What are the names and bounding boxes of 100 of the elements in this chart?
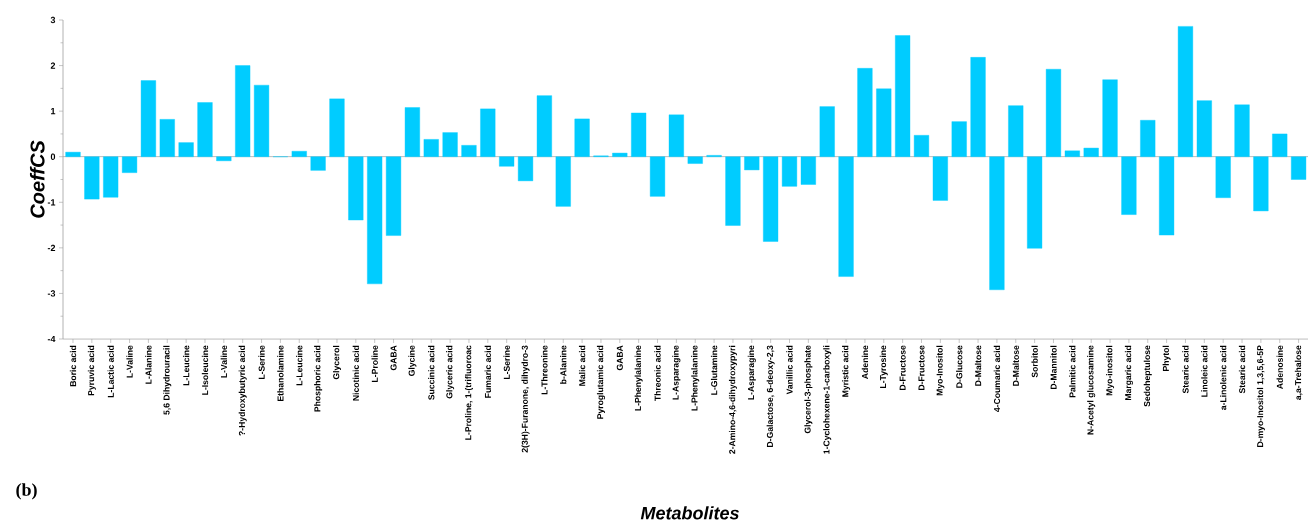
bar <box>140 80 156 157</box>
bar <box>744 156 760 171</box>
x-tick-label: L-Alanine <box>145 345 152 384</box>
x-tick-label: GABA <box>390 345 397 371</box>
bar <box>725 156 741 226</box>
bar <box>1083 147 1099 157</box>
x-tick-label: L-Tyrosine <box>879 345 888 388</box>
x-tick-label: Stearic acid <box>1182 345 1189 394</box>
bar <box>631 112 647 157</box>
bar <box>367 156 383 285</box>
x-tick-label: L-Serine <box>503 345 510 380</box>
x-tick-label: D-Glucose <box>956 345 963 388</box>
x-tick-label: D-myo-Inositol 1,3,5,6-5P <box>1256 345 1265 447</box>
bar <box>1177 26 1194 157</box>
bar <box>555 156 571 207</box>
bar <box>254 84 270 157</box>
x-tick-label: L-Asparagine <box>747 345 756 400</box>
bar <box>536 95 552 157</box>
y-tick-label: -2 <box>47 244 56 251</box>
x-tick-label: Adenine <box>861 345 869 379</box>
x-axis-title: Metabolites <box>640 506 739 520</box>
x-tick-label: L-Proline <box>371 345 378 382</box>
x-tick-label: Glycerol-3-phosphate <box>804 345 813 434</box>
bar <box>913 135 930 157</box>
x-tick-label: D-Fructose <box>918 345 925 391</box>
bar <box>612 152 628 157</box>
x-tick-label: Pyroglutamic acid <box>596 345 605 419</box>
x-tick-label: 4-Coumaric acid <box>993 345 1001 412</box>
x-tick-label: ?-Hydroxybutyric acid <box>238 345 247 436</box>
x-tick-label: Stearic acid <box>1238 345 1246 394</box>
x-tick-label: Nicotinic acid <box>352 345 359 401</box>
x-tick-label: Linoleic acid <box>1201 345 1208 397</box>
bar <box>1102 79 1118 157</box>
bar <box>499 156 515 167</box>
bar <box>291 151 307 157</box>
bar <box>1121 156 1137 215</box>
bar <box>197 102 213 157</box>
bar <box>480 108 496 157</box>
bar <box>159 119 175 157</box>
x-tick-label: Fumaric acid <box>484 345 491 398</box>
x-tick-label: Boric acid <box>69 345 77 387</box>
bar <box>1291 156 1307 180</box>
bar <box>781 156 798 187</box>
x-tick-label: L-Isoleucine <box>201 345 209 395</box>
bar <box>1027 156 1043 249</box>
y-tick-label: -4 <box>47 335 56 343</box>
x-tick-label: Phosphoric acid <box>314 345 323 412</box>
bar <box>932 156 948 201</box>
x-tick-label: Sorbitol <box>1031 345 1038 378</box>
x-tick-label: Myo-Inositol <box>936 345 945 396</box>
bar <box>951 121 967 157</box>
x-tick-label: L-Serine <box>258 345 265 380</box>
x-tick-label: D-Galactose, 6-deoxy-2,3 <box>766 345 775 447</box>
y-tick-label: 1 <box>51 108 56 115</box>
bar <box>895 35 911 157</box>
x-tick-label: Myo-inositol <box>1106 345 1115 396</box>
bar <box>763 156 779 242</box>
bar <box>800 156 816 185</box>
x-tick-label: Adenosine <box>1276 345 1283 389</box>
x-tick-label: L-Glutamine <box>710 345 718 395</box>
bar <box>310 156 326 171</box>
bar <box>819 106 835 157</box>
bar <box>1008 105 1024 157</box>
bar <box>1272 133 1288 157</box>
bar <box>517 156 534 182</box>
x-tick-label: D-Maltose <box>1012 345 1019 386</box>
x-tick-label: D-Mannitol <box>1050 345 1057 390</box>
x-tick-label: b-Alanine <box>560 345 567 384</box>
bar <box>216 156 232 162</box>
bar <box>989 156 1005 290</box>
bar <box>122 156 138 173</box>
x-tick-label: Threonic acid <box>654 345 661 402</box>
bar <box>84 156 100 200</box>
bar <box>1140 120 1156 157</box>
x-tick-label: L-Valine <box>220 345 227 378</box>
x-tick-label: 5,6 Dihydrouracil <box>163 345 172 415</box>
x-tick-label: Margaric acid <box>1124 345 1133 401</box>
bar <box>385 156 402 236</box>
bar <box>970 57 986 157</box>
bar <box>649 156 666 197</box>
bar <box>235 65 251 157</box>
x-tick-label: L-Proline, 1-(trifluoroac <box>464 345 473 440</box>
x-tick-label: Pyruvic acid <box>87 345 96 396</box>
bar <box>876 88 892 157</box>
bar <box>404 107 420 157</box>
x-tick-label: Palmitic acid <box>1069 345 1076 398</box>
x-tick-label: Vanillic acid <box>786 345 793 395</box>
x-tick-label: Malic acid <box>578 345 586 386</box>
bar <box>1215 156 1231 198</box>
x-tick-label: Phytol <box>1162 345 1171 371</box>
bar <box>329 98 345 157</box>
x-tick-label: L-Phenylalanine <box>691 345 700 411</box>
x-tick-label: L-Phenylalanine <box>634 345 643 411</box>
x-tick-label: 2(3H)-Furanone, dihydro-3 <box>521 345 530 453</box>
x-tick-label: D-Fructose <box>899 345 906 391</box>
bar <box>178 142 194 157</box>
bar <box>65 151 81 157</box>
bar <box>1253 156 1269 212</box>
x-tick-label: Glycine <box>408 345 417 376</box>
bar <box>1064 150 1080 157</box>
